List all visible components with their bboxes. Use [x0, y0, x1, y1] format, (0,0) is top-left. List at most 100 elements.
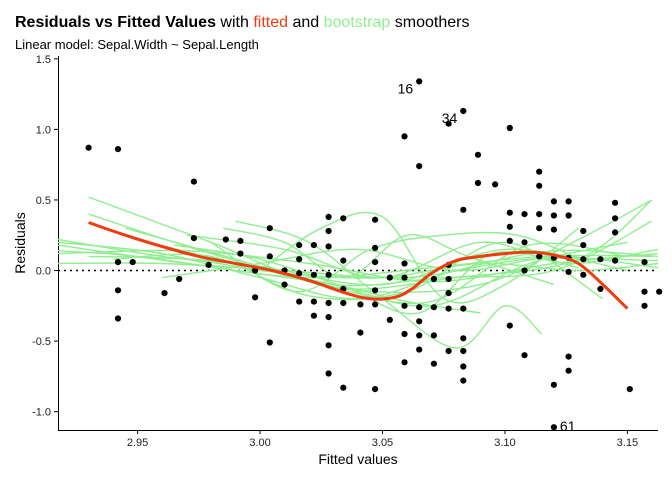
- data-point: [565, 268, 572, 275]
- data-point: [430, 275, 437, 283]
- data-point: [506, 237, 513, 244]
- data-point: [190, 235, 197, 242]
- chart-title-bold: Residuals vs Fitted Values: [15, 14, 216, 31]
- chart-title-text-2: and: [288, 14, 324, 31]
- data-point: [597, 285, 604, 292]
- data-point: [296, 298, 303, 305]
- data-point: [161, 290, 168, 297]
- data-point: [310, 242, 317, 249]
- data-point: [372, 287, 379, 294]
- bootstrap-curve: [186, 234, 659, 279]
- data-point: [597, 256, 604, 263]
- data-point: [506, 223, 513, 230]
- data-point: [325, 243, 332, 250]
- data-point: [114, 259, 122, 266]
- data-point: [190, 178, 197, 185]
- data-point: [445, 305, 452, 312]
- data-point: [536, 211, 543, 218]
- data-point: [641, 288, 648, 295]
- point-label: 61: [560, 418, 576, 434]
- data-point: [626, 386, 633, 393]
- data-point: [580, 242, 587, 249]
- data-point: [492, 181, 499, 188]
- data-point: [222, 236, 229, 243]
- data-point: [460, 305, 467, 312]
- data-point: [386, 316, 393, 323]
- data-point: [372, 301, 379, 308]
- y-tick-label: -0.5: [32, 336, 51, 348]
- data-point: [445, 347, 452, 355]
- data-point: [536, 168, 543, 175]
- data-point: [656, 288, 663, 295]
- data-point: [612, 199, 619, 206]
- data-point: [474, 151, 482, 158]
- data-point: [296, 270, 303, 277]
- data-point: [401, 330, 408, 338]
- data-point: [521, 267, 528, 274]
- data-point: [416, 346, 423, 353]
- data-point: [296, 242, 303, 249]
- data-point: [550, 424, 558, 431]
- y-tick-label: 0.5: [36, 195, 51, 207]
- x-tick-label: 3.00: [249, 437, 270, 449]
- data-point: [114, 287, 122, 294]
- y-tick-label: 0.0: [36, 266, 51, 278]
- data-point: [340, 384, 347, 391]
- data-point: [612, 229, 619, 236]
- data-point: [386, 274, 393, 281]
- data-point: [460, 335, 467, 342]
- bootstrap-curve: [210, 231, 591, 293]
- data-point: [281, 281, 288, 288]
- data-point: [325, 314, 332, 321]
- data-point: [372, 216, 379, 223]
- data-point: [340, 299, 347, 307]
- data-point: [401, 260, 408, 267]
- data-point: [460, 347, 467, 355]
- data-point: [325, 213, 332, 220]
- data-point: [460, 206, 467, 213]
- data-point: [430, 332, 437, 339]
- chart-title-text-1: with: [216, 14, 253, 31]
- data-point: [401, 133, 408, 140]
- point-label: 34: [442, 110, 458, 126]
- chart-subtitle: Linear model: Sepal.Width ~ Sepal.Length: [15, 37, 259, 52]
- data-point: [401, 302, 408, 309]
- chart-title-text-3: smoothers: [390, 14, 469, 31]
- chart-title: Residuals vs Fitted Values with fitted a…: [15, 14, 469, 31]
- y-tick-label: -1.0: [32, 407, 51, 419]
- data-point: [85, 144, 92, 151]
- data-point: [536, 225, 543, 232]
- data-point: [580, 256, 587, 263]
- data-point: [565, 367, 572, 374]
- data-point: [114, 315, 122, 322]
- data-point: [266, 253, 273, 260]
- data-point: [340, 257, 347, 264]
- data-point: [296, 256, 303, 263]
- data-point: [129, 259, 136, 266]
- data-point: [580, 271, 587, 278]
- data-point: [580, 227, 587, 235]
- x-tick-label: 3.05: [372, 437, 393, 449]
- residual-points: [85, 78, 663, 431]
- chart-title-fitted-word: fitted: [253, 14, 288, 31]
- data-point: [474, 179, 482, 187]
- data-point: [325, 271, 332, 278]
- data-point: [536, 253, 543, 260]
- data-point: [430, 360, 437, 367]
- bootstrap-curve: [88, 255, 659, 279]
- y-axis-ticks: -1.0 -0.5 0.0 0.5 1.0 1.5: [32, 54, 58, 419]
- data-point: [310, 298, 317, 305]
- y-axis-label: Residuals: [12, 212, 28, 273]
- data-point: [401, 274, 408, 281]
- data-point: [612, 257, 619, 264]
- point-labels: 16 34 61: [398, 80, 576, 434]
- data-point: [310, 271, 317, 278]
- data-point: [357, 329, 364, 336]
- data-point: [340, 215, 347, 222]
- data-point: [445, 290, 452, 297]
- x-axis-label: Fitted values: [318, 451, 397, 467]
- data-point: [445, 120, 452, 127]
- data-point: [506, 124, 513, 132]
- data-point: [266, 225, 273, 232]
- data-point: [521, 211, 528, 218]
